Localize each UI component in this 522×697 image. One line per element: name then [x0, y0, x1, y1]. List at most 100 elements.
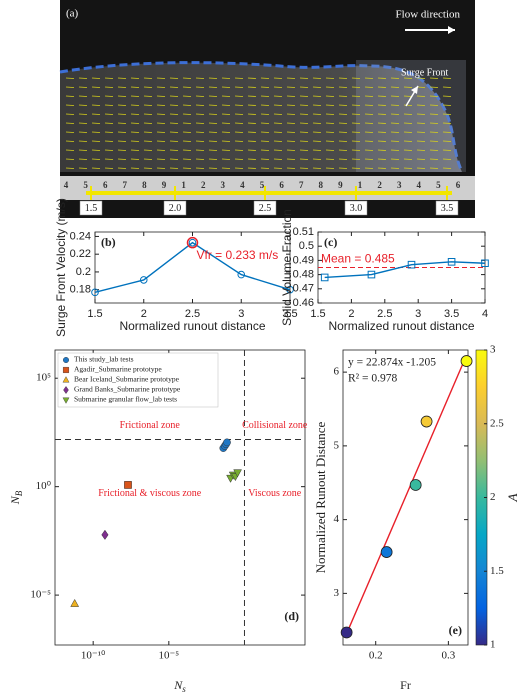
flow-field: [65, 77, 452, 169]
x-axis-label-sub: s: [182, 684, 186, 694]
flow-vector: [195, 140, 205, 142]
flow-vector: [221, 95, 231, 97]
flow-vector: [286, 158, 296, 160]
ruler-digit: 5: [83, 180, 88, 190]
flow-vector: [130, 104, 140, 106]
flow-vector: [416, 140, 426, 142]
flow-vector: [364, 149, 374, 151]
legend: [57, 352, 219, 408]
flow-vector: [169, 104, 179, 106]
ruler-digit: 1: [181, 180, 186, 190]
ruler-digit: 6: [279, 180, 284, 190]
flow-vector: [299, 95, 309, 97]
flow-vector: [273, 95, 283, 97]
flow-vector: [221, 104, 231, 106]
flow-vector: [299, 86, 309, 88]
flow-vector: [91, 122, 101, 124]
flow-vector: [130, 140, 140, 142]
ruler-digit: 2: [201, 180, 206, 190]
flow-vector: [130, 167, 140, 169]
flow-vector: [299, 167, 309, 169]
flow-vector: [65, 131, 75, 133]
x-tick-label: 0.2: [369, 650, 383, 662]
ruler-digit: 8: [142, 180, 147, 190]
flow-vector: [390, 113, 400, 115]
flow-vector: [78, 149, 88, 151]
flow-vector: [286, 167, 296, 169]
flow-vector: [429, 167, 439, 169]
flow-vector: [156, 131, 166, 133]
flow-vector: [143, 149, 153, 151]
flow-vector: [195, 149, 205, 151]
x-tick-label: 1.5: [310, 308, 325, 320]
ruler-bar: [86, 191, 452, 195]
marker: [63, 357, 70, 364]
flow-vector: [208, 104, 218, 106]
flow-vector: [247, 86, 257, 88]
marker: [320, 273, 329, 282]
flow-vector: [234, 167, 244, 169]
flow-vector: [351, 95, 361, 97]
ruler-digit: 4: [417, 180, 422, 190]
flow-vector: [130, 113, 140, 115]
x-tick-label: 3.5: [282, 308, 297, 320]
flow-vector: [117, 86, 127, 88]
flow-vector: [169, 122, 179, 124]
flow-vector: [78, 167, 88, 169]
flow-vector: [403, 104, 413, 106]
flow-vector: [221, 77, 231, 79]
flow-vector: [182, 104, 192, 106]
flow-vector: [338, 104, 348, 106]
flow-vector: [286, 113, 296, 115]
flow-vector: [325, 131, 335, 133]
flow-vector: [104, 158, 114, 160]
point: [420, 415, 433, 428]
flow-vector: [169, 77, 179, 79]
flow-vector: [104, 167, 114, 169]
flow-vector: [416, 95, 426, 97]
x-axis-label-text: Normalized runout distance: [119, 319, 265, 333]
flow-vector: [338, 140, 348, 142]
flow-vector: [117, 140, 127, 142]
x-tick-label: 3: [415, 308, 421, 320]
flow-vector: [260, 104, 270, 106]
flow-vector: [299, 104, 309, 106]
flow-vector: [169, 140, 179, 142]
flow-direction-label: Flow direction: [396, 9, 461, 21]
legend-entry: Submarine granular flow_lab tests: [74, 395, 177, 404]
flow-vector: [78, 95, 88, 97]
flow-vector: [104, 113, 114, 115]
x-tick-label: 10⁻⁵: [158, 650, 179, 662]
flow-vector: [156, 104, 166, 106]
flow-vector: [338, 113, 348, 115]
flow-vector: [195, 86, 205, 88]
flow-vector: [403, 113, 413, 115]
ruler-digit: 1: [358, 180, 363, 190]
series-line: [94, 241, 291, 294]
flow-vector: [377, 158, 387, 160]
fit-line: [345, 354, 468, 634]
flow-vector: [312, 167, 322, 169]
flow-vector: [338, 95, 348, 97]
flow-vector: [65, 167, 75, 169]
flow-vector: [286, 104, 296, 106]
flow-vector: [403, 149, 413, 151]
flow-vector: [351, 113, 361, 115]
flow-vector: [338, 167, 348, 169]
flow-vector: [442, 95, 452, 97]
colorbar-tick-label: 2: [490, 491, 496, 503]
flow-vector: [351, 140, 361, 142]
colorbar-tick-label: 1: [490, 639, 496, 651]
flow-vector: [351, 122, 361, 124]
flow-vector: [130, 149, 140, 151]
flow-vector: [403, 122, 413, 124]
flow-vector: [104, 104, 114, 106]
flow-vector: [442, 86, 452, 88]
region-label: Viscous zone: [248, 488, 302, 499]
flow-vector: [156, 140, 166, 142]
y-axis-label: Solid Volume Fraction: [280, 209, 294, 326]
flow-vector: [325, 77, 335, 79]
point: [340, 626, 353, 639]
flow-vector: [234, 158, 244, 160]
